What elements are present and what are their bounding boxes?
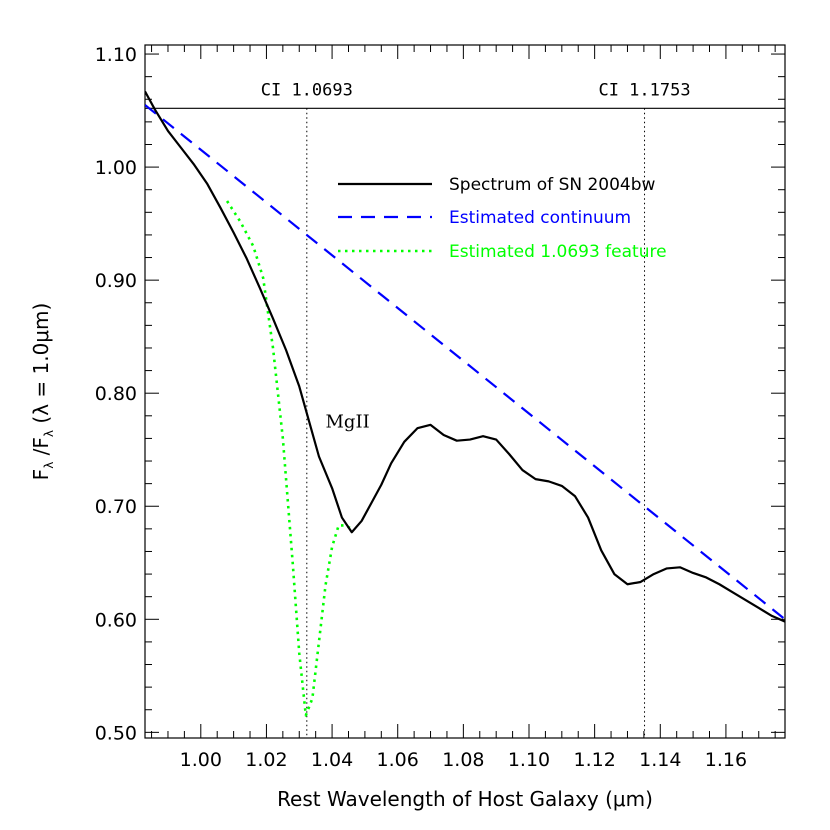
series-line (225, 200, 353, 717)
y-tick-label: 0.60 (95, 609, 137, 631)
y-label-part: /F (29, 437, 53, 462)
x-tick-label: 1.02 (245, 749, 287, 771)
y-axis-label: Fλ /Fλ (λ = 1.0μm) (29, 303, 56, 481)
series-line (145, 90, 785, 623)
y-label-subscript: λ (42, 462, 56, 469)
y-tick-label: 1.00 (95, 157, 137, 179)
x-tick-label: 1.06 (377, 749, 419, 771)
y-label-subscript: λ (42, 430, 56, 437)
legend-label: Estimated continuum (449, 208, 631, 228)
y-tick-label: 0.70 (95, 496, 137, 518)
x-tick-label: 1.10 (508, 749, 550, 771)
x-tick-label: 1.08 (442, 749, 484, 771)
y-label-part: F (29, 469, 53, 481)
x-tick-label: 1.16 (705, 749, 747, 771)
plot-frame (144, 44, 786, 739)
line-marker-label: CI 1.1753 (598, 80, 690, 100)
x-tick-label: 1.04 (311, 749, 353, 771)
x-tick-label: 1.14 (639, 749, 681, 771)
x-tick-label: 1.12 (573, 749, 615, 771)
y-label-part: (λ = 1.0μm) (29, 303, 53, 430)
legend-label: Estimated 1.0693 feature (449, 242, 667, 262)
y-axis-label-text: Fλ /Fλ (λ = 1.0μm) (29, 303, 56, 481)
line-marker-label: CI 1.0693 (261, 80, 353, 100)
legend-label: Spectrum of SN 2004bw (449, 175, 656, 195)
y-tick-label: 0.80 (95, 383, 137, 405)
x-tick-label: 1.00 (180, 749, 222, 771)
y-tick-label: 0.50 (95, 722, 137, 744)
y-tick-label: 0.90 (95, 270, 137, 292)
y-tick-label: 1.10 (95, 44, 137, 66)
x-axis-label: Rest Wavelength of Host Galaxy (μm) (277, 787, 653, 811)
annotation-label: MgII (326, 411, 370, 432)
